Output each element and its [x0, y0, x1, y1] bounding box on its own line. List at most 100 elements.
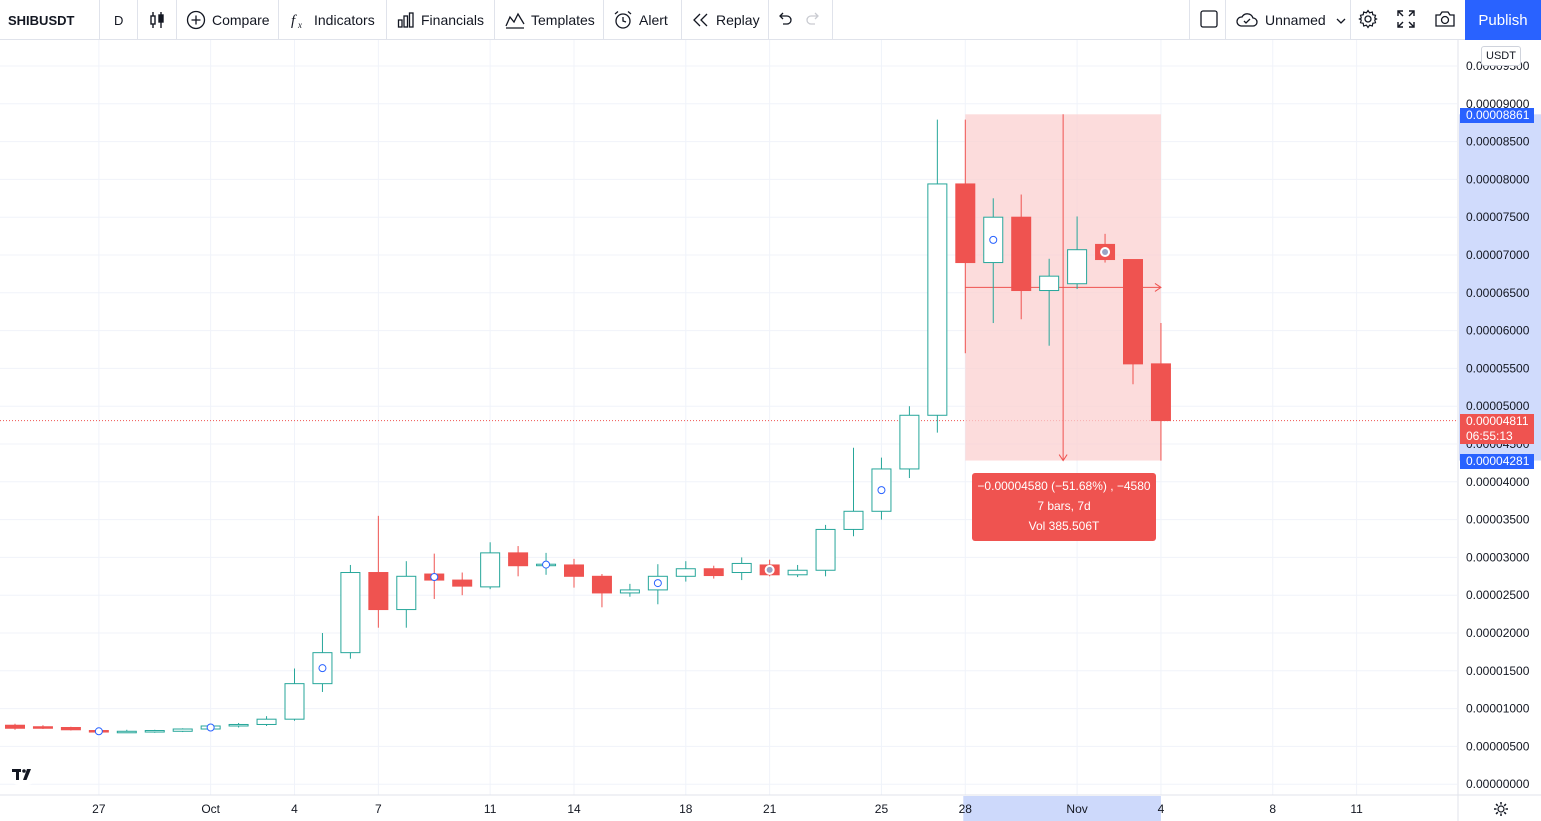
redo-button[interactable]	[805, 0, 821, 40]
candle-down	[60, 726, 81, 731]
measure-change: −0.00004580 (−51.68%) , −4580	[977, 479, 1151, 493]
gear-icon-tooth	[1495, 811, 1499, 815]
candle-body	[368, 572, 389, 611]
toolbar-divider	[137, 0, 138, 40]
settings-button[interactable]	[1358, 0, 1378, 40]
gear-icon-hub	[1497, 805, 1505, 813]
tradingview-logo[interactable]	[8, 763, 38, 785]
fullscreen-button[interactable]	[1397, 0, 1415, 40]
candle-up	[116, 729, 137, 734]
candle-up	[172, 728, 193, 733]
undo-button[interactable]	[777, 0, 793, 40]
candle-body	[564, 564, 584, 577]
candle-body	[619, 589, 640, 594]
svg-text:x: x	[297, 20, 302, 29]
candle-up	[340, 564, 361, 659]
chart-canvas[interactable]: 0.00000000 0.00000500 0.00001000 0.00001500…	[0, 40, 1541, 821]
candle-body	[927, 183, 948, 416]
y-tick-label: 0.00005500	[1466, 361, 1530, 375]
bar-chart-icon	[397, 11, 415, 29]
candle-up	[284, 668, 305, 721]
candle-down	[1011, 194, 1032, 320]
layout-menu-button[interactable]: Unnamed	[1235, 0, 1346, 40]
axes: 0.00000000 0.00000500 0.00001000 0.00001500…	[0, 40, 1541, 821]
toolbar-divider	[603, 0, 604, 40]
redo-icon	[805, 11, 821, 30]
chart-style-button[interactable]	[148, 0, 172, 40]
toolbar-divider	[386, 0, 387, 40]
candle-body	[340, 572, 361, 654]
gear-icon-tooth	[1495, 803, 1499, 807]
symbol-search[interactable]: SHIBUSDT	[8, 0, 74, 40]
y-tick-label: 0.00004000	[1466, 475, 1530, 489]
square-icon	[1199, 9, 1219, 32]
candle-up	[843, 447, 864, 537]
compare-button[interactable]: Compare	[186, 0, 270, 40]
candle-down	[1123, 259, 1143, 385]
toolbar-divider	[278, 0, 279, 40]
toolbar-divider	[1225, 0, 1226, 40]
interval-button[interactable]: D	[114, 0, 123, 40]
financials-label: Financials	[421, 12, 485, 28]
x-tick-label: Nov	[1066, 802, 1087, 816]
event-marker	[877, 486, 886, 495]
candle-body	[899, 414, 920, 470]
y-tick-label: 0.00008500	[1466, 135, 1530, 149]
x-tick-label: 18	[679, 802, 693, 816]
range-arrow-right	[1154, 283, 1162, 292]
layout-name: Unnamed	[1265, 12, 1326, 28]
candle-down	[368, 515, 389, 628]
replay-label: Replay	[716, 12, 760, 28]
candle-body	[843, 510, 864, 530]
event-marker	[653, 579, 662, 588]
y-tick-label: 0.00006500	[1466, 286, 1530, 300]
currency-label[interactable]: USDT	[1481, 46, 1521, 66]
templates-label: Templates	[531, 12, 595, 28]
candle-up	[480, 542, 501, 590]
publish-button[interactable]: Publish	[1465, 0, 1541, 40]
current-price-tag: 0.00004811 06:55:13	[1460, 414, 1534, 444]
svg-text:f: f	[291, 13, 297, 29]
x-tick-label: 28	[959, 802, 973, 816]
plus-circle-icon	[186, 10, 206, 30]
templates-button[interactable]: Templates	[505, 0, 595, 40]
candles	[5, 119, 1171, 735]
x-tick-label: 11	[1350, 802, 1363, 816]
replay-button[interactable]: Replay	[692, 0, 760, 40]
event-marker-dot	[766, 566, 773, 573]
chevron-down-icon	[1336, 12, 1346, 28]
gear-icon	[1358, 8, 1378, 32]
compare-label: Compare	[212, 12, 270, 28]
candle-up	[1067, 216, 1088, 290]
snapshot-button[interactable]	[1434, 0, 1456, 40]
event-markers	[94, 235, 1111, 736]
toolbar-divider	[176, 0, 177, 40]
event-marker	[989, 235, 998, 244]
candle-body	[116, 730, 137, 734]
candle-body	[172, 728, 193, 732]
candle-up	[312, 633, 333, 692]
candle-up	[787, 564, 808, 578]
candle-body	[396, 575, 417, 611]
toolbar-divider	[832, 0, 833, 40]
y-tick-label: 0.00005000	[1466, 399, 1530, 413]
y-tick-label: 0.00000000	[1466, 777, 1530, 791]
measure-bars: 7 bars, 7d	[1037, 499, 1091, 513]
fullscreen-toggle-button[interactable]	[1199, 0, 1219, 40]
measure-volume: Vol 385.506T	[1028, 519, 1100, 533]
financials-button[interactable]: Financials	[397, 0, 484, 40]
candle-body	[675, 568, 696, 577]
candle-up	[927, 119, 948, 433]
event-marker	[206, 723, 215, 732]
price-range-measure	[965, 114, 1162, 462]
candle-body	[1067, 249, 1088, 285]
axis-settings-gear-icon[interactable]	[1494, 802, 1508, 816]
alert-button[interactable]: Alert	[613, 0, 668, 40]
range-high-price-tag: 0.00008861	[1460, 108, 1534, 123]
candle-up	[675, 561, 696, 582]
candle-up	[228, 722, 249, 728]
y-tick-label: 0.00003000	[1466, 550, 1530, 564]
candle-body	[1150, 363, 1171, 422]
